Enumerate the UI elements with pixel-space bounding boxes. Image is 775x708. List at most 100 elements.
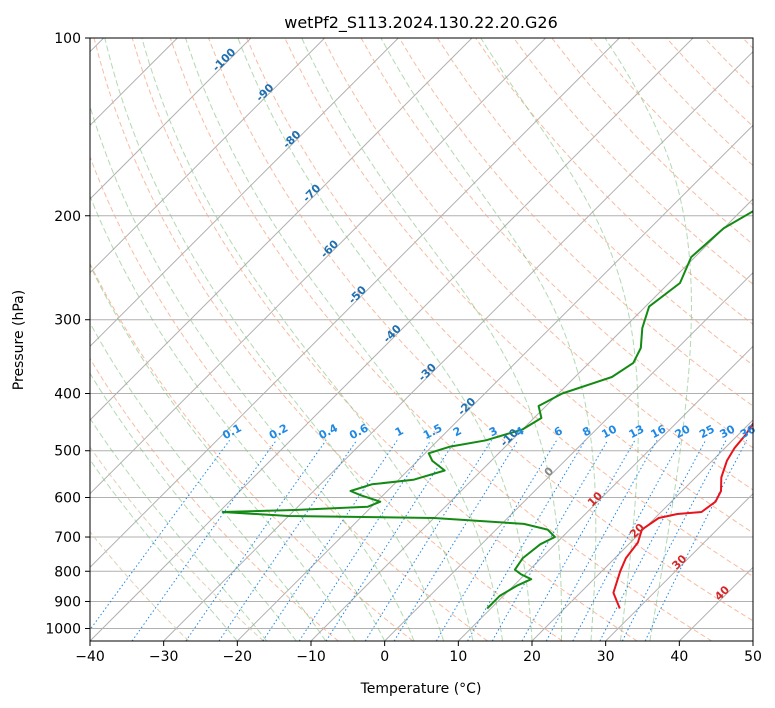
plot-area xyxy=(90,38,753,641)
y-tick-label: 900 xyxy=(54,594,81,610)
moist-adiabat-line xyxy=(90,372,297,641)
isotherm-line xyxy=(531,419,753,641)
isotherm-line xyxy=(90,38,473,421)
mixing-ratio-line xyxy=(491,440,609,641)
moist-adiabat-line xyxy=(90,194,386,641)
mixing-ratio-lines xyxy=(90,440,748,641)
y-axis-label: Pressure (hPa) xyxy=(11,290,27,390)
x-tick-label: 10 xyxy=(449,649,467,665)
mixing-ratio-line xyxy=(298,440,432,641)
moist-adiabat-line xyxy=(480,38,639,641)
moist-adiabat-line xyxy=(90,459,238,641)
x-axis-ticks: −40 −30 −20 −10 0 10 20 30 40 50 xyxy=(75,641,762,665)
dry-adiabat-line xyxy=(398,38,753,407)
dry-adiabat-line xyxy=(246,38,753,578)
y-tick-label: 200 xyxy=(54,209,81,225)
moist-adiabat-line xyxy=(380,38,597,641)
isotherm-line xyxy=(90,38,620,569)
mixing-ratio-line xyxy=(644,440,748,641)
profile-series xyxy=(221,210,753,610)
x-tick-label: 40 xyxy=(670,649,688,665)
moist-adiabat-line xyxy=(90,264,356,641)
isotherm-line xyxy=(457,345,753,641)
isotherm-line xyxy=(90,38,399,348)
isotherm-line xyxy=(90,38,252,200)
isobar-gridlines xyxy=(90,38,753,629)
y-tick-label: 800 xyxy=(54,564,81,580)
y-tick-label: 1000 xyxy=(45,621,81,637)
moist-adiabat-line xyxy=(301,38,563,641)
mixing-ratio-label: 30 xyxy=(718,422,738,441)
isotherm-line xyxy=(384,271,753,641)
mixing-ratio-line xyxy=(467,440,586,641)
dewpoint-profile-line xyxy=(221,210,753,610)
x-axis-label: Temperature (°C) xyxy=(360,681,482,697)
mixing-ratio-line xyxy=(364,440,492,641)
moist-adiabat-line xyxy=(141,38,474,641)
x-tick-label: 30 xyxy=(597,649,615,665)
dry-adiabat-line xyxy=(322,38,753,491)
moist-adiabat-line xyxy=(90,322,327,641)
mixing-ratio-line xyxy=(393,440,519,641)
y-tick-label: 300 xyxy=(54,313,81,329)
y-tick-label: 700 xyxy=(54,530,81,546)
plot-background xyxy=(90,38,753,641)
dry-adiabat-line xyxy=(93,38,563,641)
isotherm-line xyxy=(605,492,753,641)
dry-adiabat-line xyxy=(90,155,488,641)
x-tick-label: 0 xyxy=(380,649,389,665)
moist-adiabat-line xyxy=(90,104,415,641)
dry-adiabat-line xyxy=(169,38,712,641)
dry-adiabats xyxy=(90,38,753,641)
mixing-ratio-label: 13 xyxy=(627,422,647,441)
x-tick-label: −30 xyxy=(149,649,179,665)
mixing-ratio-line xyxy=(621,440,727,641)
moist-adiabat-line xyxy=(604,38,693,641)
dry-adiabat-line xyxy=(436,38,753,366)
dry-adiabat-line xyxy=(90,262,414,641)
moist-adiabat-line xyxy=(237,38,533,641)
y-tick-label: 400 xyxy=(54,387,81,403)
chart-title: wetPf2_S113.2024.130.22.20.G26 xyxy=(284,13,558,33)
mixing-ratio-line xyxy=(325,440,456,641)
mixing-ratio-label: 10 xyxy=(599,422,619,441)
x-tick-label: −20 xyxy=(223,649,253,665)
mixing-ratio-label: 16 xyxy=(649,422,669,441)
mixing-ratio-line xyxy=(185,440,327,641)
dry-adiabat-line xyxy=(360,38,753,449)
isotherm-line xyxy=(90,38,694,641)
x-tick-label: 20 xyxy=(523,649,541,665)
mixing-ratio-line xyxy=(262,440,398,641)
x-tick-label: −40 xyxy=(75,649,105,665)
mixing-ratio-line xyxy=(521,440,636,641)
isotherm-line xyxy=(90,38,326,274)
y-tick-label: 100 xyxy=(54,31,81,47)
plot-frame xyxy=(89,37,754,642)
mixing-ratio-label: 20 xyxy=(673,422,693,441)
mixing-ratio-line xyxy=(218,440,358,641)
y-axis-ticks: 100 200 300 400 500 600 700 800 900 1000 xyxy=(45,31,90,637)
isotherm-line xyxy=(90,38,547,495)
mixing-ratio-line xyxy=(90,440,231,631)
isotherm-line xyxy=(163,50,753,641)
x-tick-label: 50 xyxy=(744,649,762,665)
y-tick-label: 500 xyxy=(54,444,81,460)
dry-adiabat-line xyxy=(90,446,264,641)
temperature-profile-line xyxy=(612,421,753,609)
isotherm-gridlines xyxy=(90,38,753,641)
x-tick-label: −10 xyxy=(296,649,326,665)
moist-adiabat-line xyxy=(90,417,268,641)
dry-adiabat-line xyxy=(90,531,190,641)
dry-adiabat-line xyxy=(131,38,638,641)
y-tick-label: 600 xyxy=(54,490,81,506)
mixing-ratio-line xyxy=(435,440,558,641)
dry-adiabat-line xyxy=(90,357,339,641)
mixing-ratio-label: 25 xyxy=(697,422,717,441)
dry-adiabat-line xyxy=(208,38,753,622)
isotherm-line xyxy=(236,124,753,641)
dry-adiabat-line xyxy=(513,38,753,285)
moist-adiabats xyxy=(90,38,693,641)
mixing-ratio-line xyxy=(545,440,658,641)
